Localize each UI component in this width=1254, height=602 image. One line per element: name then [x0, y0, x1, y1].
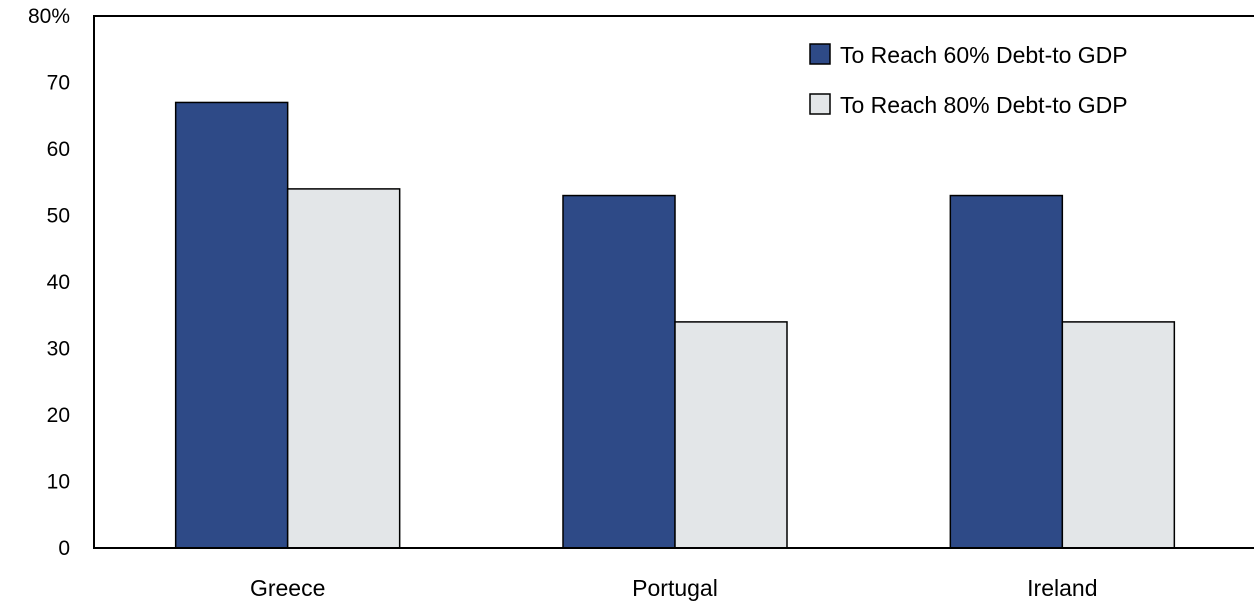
y-tick-label: 50 — [47, 205, 70, 228]
bar-greece-series-0 — [174, 101, 289, 549]
bar-portugal-series-1 — [674, 321, 788, 549]
y-tick-label: 0 — [58, 537, 70, 560]
bar-ireland-series-1 — [1061, 321, 1176, 549]
y-tick-label: 80% — [28, 5, 70, 28]
y-tick-label: 60 — [47, 138, 70, 161]
bars-group — [174, 101, 1176, 549]
bar-greece-series-1 — [286, 188, 401, 549]
y-tick-label: 40 — [47, 271, 70, 294]
x-axis: Greece Portugal Ireland — [250, 575, 1098, 601]
bar-ireland-series-0 — [949, 194, 1064, 549]
x-category-label: Portugal — [632, 575, 718, 601]
legend-swatch-series-0 — [809, 43, 831, 65]
legend-label-series-0: To Reach 60% Debt-to GDP — [840, 42, 1128, 68]
y-axis: 0 10 20 30 40 50 60 70 80% — [28, 5, 70, 560]
y-tick-label: 10 — [47, 471, 70, 494]
legend-label-series-1: To Reach 80% Debt-to GDP — [840, 92, 1128, 118]
y-tick-label: 70 — [47, 72, 70, 95]
legend: To Reach 60% Debt-to GDP To Reach 80% De… — [809, 42, 1128, 118]
x-category-label: Ireland — [1027, 575, 1097, 601]
plot-frame — [93, 15, 1254, 549]
legend-swatch-series-1 — [809, 93, 831, 115]
x-category-label: Greece — [250, 575, 325, 601]
y-tick-label: 30 — [47, 338, 70, 361]
bar-portugal-series-0 — [562, 194, 676, 549]
y-tick-label: 20 — [47, 404, 70, 427]
